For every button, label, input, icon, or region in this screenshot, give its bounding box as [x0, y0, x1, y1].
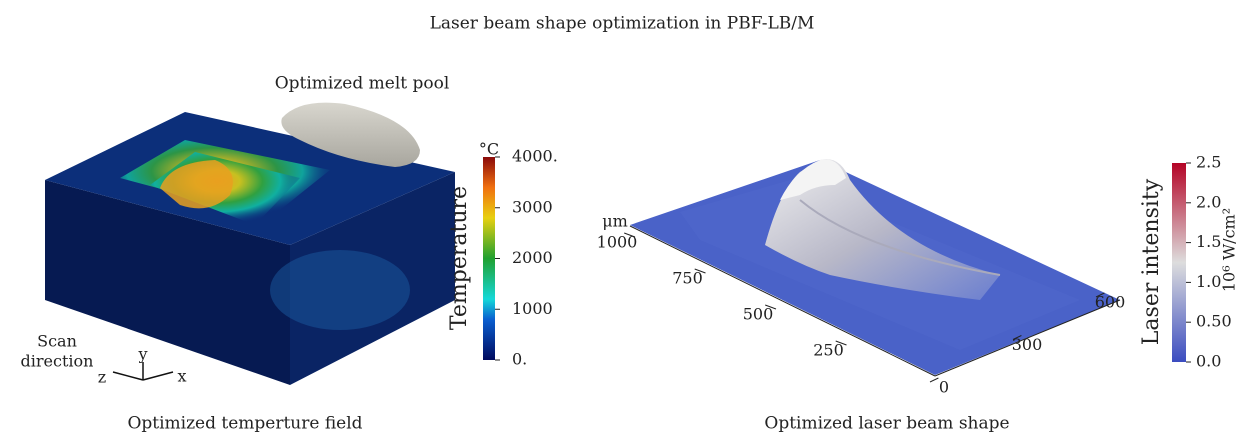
axis-tick: [930, 378, 938, 382]
colorbar-tick-label: 4000.: [512, 147, 558, 166]
axis-tick-label: 250: [813, 341, 844, 360]
colorbar-tick-label: 0.: [512, 350, 527, 369]
colorbar-title: Temperature: [447, 186, 472, 330]
colorbar-tick-label: 0.50: [1196, 312, 1232, 331]
axis-tick-label: 300: [1012, 335, 1043, 354]
colorbar-unit: 10⁶ W/cm²: [1220, 208, 1239, 292]
colorbar-tick-label: 1.0: [1196, 272, 1221, 291]
colorbar-tick-label: 2.0: [1196, 192, 1221, 211]
colorbar-tick-label: 1000: [512, 299, 553, 318]
axis-label-x: x: [177, 367, 186, 386]
colorbar-title: Laser intensity: [1139, 178, 1164, 345]
colorbar-tick-label: 0.0: [1196, 352, 1221, 371]
colorbar-tick-label: 2.5: [1196, 153, 1221, 172]
axis-tick-label: 500: [743, 305, 774, 324]
axis-tick-label: 0: [939, 378, 949, 397]
colorbar-tick-label: 2000: [512, 248, 553, 267]
panel-caption: Optimized laser beam shape: [764, 414, 1009, 434]
colorbar-tick-label: 1.5: [1196, 232, 1221, 251]
temperature-colorbar: [483, 157, 495, 360]
laser-shape-render: [630, 159, 1120, 375]
figure-title: Laser beam shape optimization in PBF-LB/…: [430, 14, 815, 34]
scan-direction-label: Scan: [37, 332, 77, 351]
axis-label-z: z: [98, 368, 106, 387]
axes-triad: [113, 362, 173, 380]
axis-unit: μm: [602, 212, 628, 231]
colorbar-unit: °C: [479, 140, 499, 159]
figure: Laser beam shape optimization in PBF-LB/…: [0, 0, 1244, 434]
axis-tick-label: 600: [1095, 293, 1126, 312]
axis-tick-label: 1000: [597, 233, 638, 252]
melt-pool-label: Optimized melt pool: [275, 74, 450, 94]
scan-direction-label: direction: [21, 352, 94, 371]
panel-caption: Optimized temperture field: [127, 414, 362, 434]
colorbar-tick-label: 3000: [512, 197, 553, 216]
axis-label-y: y: [137, 345, 147, 364]
intensity-colorbar: [1172, 163, 1186, 362]
axis-tick-label: 750: [672, 269, 703, 288]
